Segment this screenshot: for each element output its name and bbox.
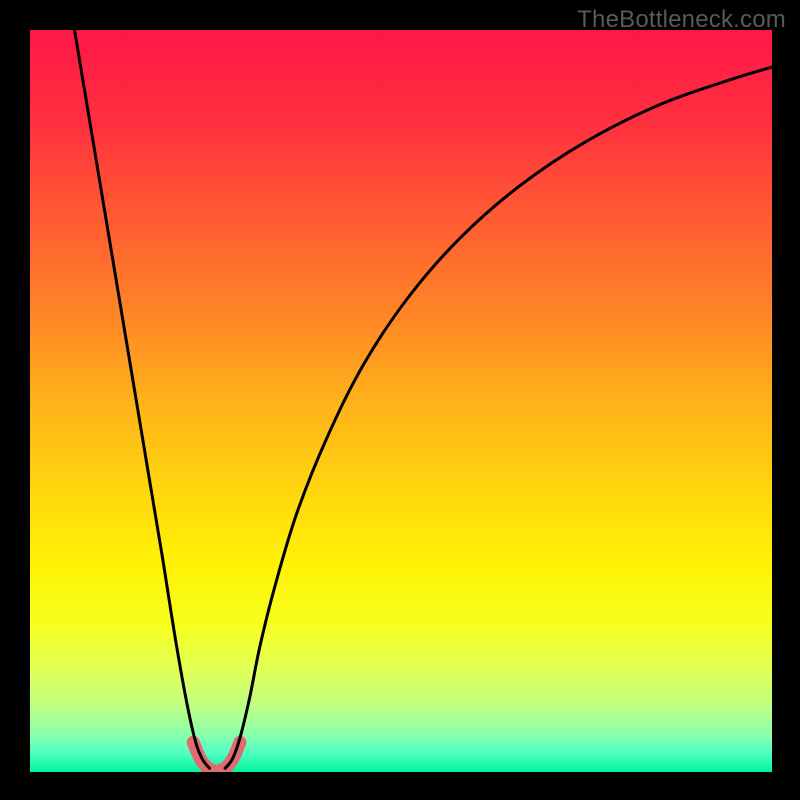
watermark-text: TheBottleneck.com	[577, 6, 786, 34]
chart-frame	[30, 30, 772, 772]
chart-svg	[30, 30, 772, 772]
gradient-background	[30, 30, 772, 772]
